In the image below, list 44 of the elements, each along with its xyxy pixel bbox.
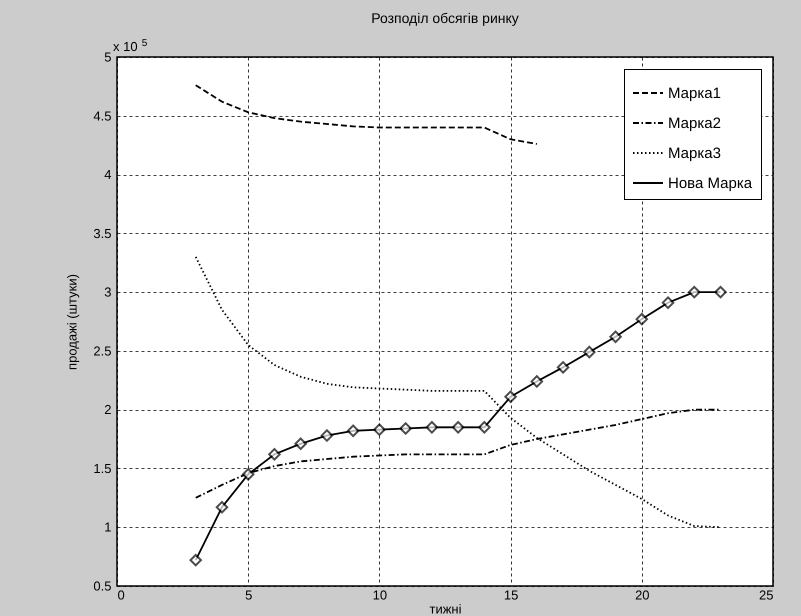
point: [583, 346, 596, 358]
point: [268, 448, 281, 461]
legend-label: Марка3: [668, 145, 721, 162]
x-tick-label: 20: [635, 588, 650, 602]
point: [294, 438, 307, 450]
point: [688, 286, 701, 298]
point: [189, 554, 202, 566]
y-tick-label: 5: [104, 50, 112, 64]
legend-label: Нова Марка: [668, 175, 753, 192]
y-tick-label: 3: [104, 284, 112, 300]
point: [373, 423, 386, 436]
chart-title: Розподіл обсягів ринку: [371, 10, 519, 26]
point: [504, 390, 517, 403]
point: [556, 361, 570, 374]
x-tick-label: 10: [372, 588, 388, 602]
point: [346, 424, 360, 438]
point: [530, 375, 544, 388]
point: [320, 429, 334, 442]
x-tick-label: 25: [759, 588, 774, 602]
x-tick-label: 0: [118, 588, 125, 602]
y-tick-label: 1.5: [93, 460, 112, 476]
x-tick-label: 5: [245, 588, 252, 602]
point: [478, 421, 491, 434]
point: [662, 296, 674, 309]
point: [216, 500, 228, 514]
point: [714, 286, 727, 298]
point: [242, 468, 254, 481]
legend-label: Марка1: [668, 85, 721, 102]
y-tick-label: 2: [104, 402, 112, 418]
point: [452, 421, 464, 434]
y-tick-label: 2.5: [93, 343, 112, 358]
y-tick-label: 1: [104, 520, 112, 535]
x-tick-label: 15: [504, 588, 518, 602]
point: [636, 312, 648, 326]
legend-label: Марка2: [668, 115, 721, 132]
y-tick-label: 0.5: [93, 578, 112, 594]
y-tick-label: 3.5: [93, 226, 112, 241]
point: [399, 422, 412, 435]
point: [426, 421, 438, 434]
x-axis-title: тижні: [430, 602, 462, 616]
point: [609, 330, 622, 344]
y-axis-title: продажі (штуки): [64, 274, 80, 370]
y-tick-label: 4.5: [93, 108, 112, 124]
y-tick-label: 4: [104, 167, 112, 182]
